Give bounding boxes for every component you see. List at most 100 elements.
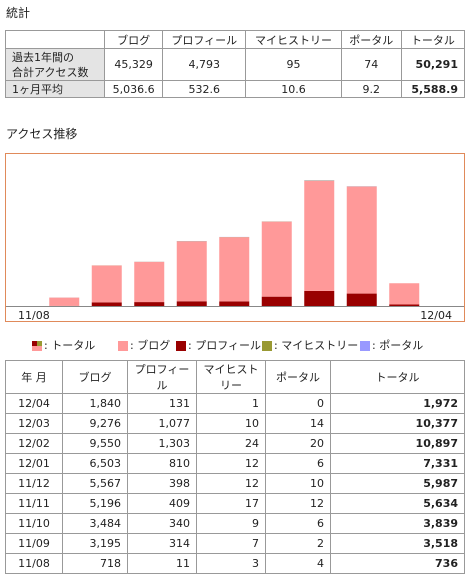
header-cell: ポータル bbox=[266, 361, 331, 394]
cell: 10 bbox=[197, 414, 266, 434]
cell: 314 bbox=[128, 534, 197, 554]
cell: 9 bbox=[197, 514, 266, 534]
bar-segment bbox=[347, 294, 377, 306]
legend-label: : マイヒストリー bbox=[274, 339, 358, 352]
row-label: 過去1年間の 合計アクセス数 bbox=[6, 49, 105, 81]
cell: 5,036.6 bbox=[105, 81, 163, 98]
cell: 1,972 bbox=[331, 394, 465, 414]
cell: 14 bbox=[266, 414, 331, 434]
cell: 20 bbox=[266, 434, 331, 454]
bar-segment bbox=[262, 222, 292, 297]
header-cell: トータル bbox=[331, 361, 465, 394]
cell: 24 bbox=[197, 434, 266, 454]
legend-swatch bbox=[32, 346, 42, 351]
bar-segment bbox=[92, 302, 122, 306]
cell: 12 bbox=[197, 454, 266, 474]
bar-segment bbox=[219, 237, 249, 301]
cell: 11/09 bbox=[6, 534, 63, 554]
cell: 12/01 bbox=[6, 454, 63, 474]
cell: 3 bbox=[197, 554, 266, 574]
header-row: ブログプロフィールマイヒストリーポータルトータル bbox=[6, 31, 465, 49]
cell: 10.6 bbox=[246, 81, 341, 98]
bar-segment bbox=[219, 301, 249, 306]
cell: 10,377 bbox=[331, 414, 465, 434]
bar-segment bbox=[262, 297, 292, 306]
legend-swatch bbox=[118, 341, 128, 351]
cell: 5,588.9 bbox=[401, 81, 464, 98]
cell: 1 bbox=[197, 394, 266, 414]
x-tick-label: 11/08 bbox=[18, 309, 50, 322]
cell: 4 bbox=[266, 554, 331, 574]
header-cell: 年 月 bbox=[6, 361, 63, 394]
cell: 5,634 bbox=[331, 494, 465, 514]
header-cell: プロフィール bbox=[128, 361, 197, 394]
bar-segment bbox=[389, 283, 419, 304]
bar-segment bbox=[134, 262, 164, 302]
header-cell: プロフィール bbox=[163, 31, 246, 49]
x-tick-label: 12/04 bbox=[420, 309, 452, 322]
cell: 12/04 bbox=[6, 394, 63, 414]
cell: 6 bbox=[266, 514, 331, 534]
corner-cell bbox=[6, 31, 105, 49]
cell: 11/08 bbox=[6, 554, 63, 574]
cell: 9,276 bbox=[63, 414, 128, 434]
cell: 0 bbox=[266, 394, 331, 414]
cell: 11 bbox=[128, 554, 197, 574]
header-row: 年 月ブログプロフィールマイヒストリーポータルトータル bbox=[6, 361, 465, 394]
cell: 11/10 bbox=[6, 514, 63, 534]
legend-label: : トータル bbox=[44, 339, 95, 352]
legend-swatch bbox=[262, 341, 272, 351]
cell: 736 bbox=[331, 554, 465, 574]
cell: 5,567 bbox=[63, 474, 128, 494]
cell: 12 bbox=[266, 494, 331, 514]
cell: 74 bbox=[341, 49, 401, 81]
header-cell: トータル bbox=[401, 31, 464, 49]
cell: 5,196 bbox=[63, 494, 128, 514]
chart: 11/08 12/04 : トータル : ブログ : プロフィール : マイヒストリー : … bbox=[0, 150, 470, 358]
cell: 3,839 bbox=[331, 514, 465, 534]
header-cell: ポータル bbox=[341, 31, 401, 49]
cell: 131 bbox=[128, 394, 197, 414]
cell: 1,077 bbox=[128, 414, 197, 434]
bar-segment bbox=[304, 181, 334, 291]
cell: 4,793 bbox=[163, 49, 246, 81]
cell: 1,840 bbox=[63, 394, 128, 414]
cell: 9.2 bbox=[341, 81, 401, 98]
cell: 3,518 bbox=[331, 534, 465, 554]
cell: 50,291 bbox=[401, 49, 464, 81]
header-cell: マイヒストリー bbox=[197, 361, 266, 394]
legend-label: : ブログ bbox=[130, 338, 170, 352]
cell: 6 bbox=[266, 454, 331, 474]
cell: 45,329 bbox=[105, 49, 163, 81]
cell: 11/12 bbox=[6, 474, 63, 494]
cell: 10,897 bbox=[331, 434, 465, 454]
bar-segment bbox=[49, 298, 79, 306]
bar-segment bbox=[389, 304, 419, 306]
cell: 718 bbox=[63, 554, 128, 574]
bar-segment bbox=[134, 302, 164, 306]
header-cell: マイヒストリー bbox=[246, 31, 341, 49]
cell: 5,987 bbox=[331, 474, 465, 494]
header-cell: ブログ bbox=[105, 31, 163, 49]
cell: 3,484 bbox=[63, 514, 128, 534]
header-cell: ブログ bbox=[63, 361, 128, 394]
cell: 6,503 bbox=[63, 454, 128, 474]
bar-segment bbox=[92, 266, 122, 303]
bar-segment bbox=[177, 241, 207, 301]
legend-label: : ポータル bbox=[372, 339, 423, 352]
row-label: 1ヶ月平均 bbox=[6, 81, 105, 98]
chart-heading: アクセス推移 bbox=[6, 125, 77, 142]
bar-segment bbox=[347, 187, 377, 294]
legend-swatch bbox=[360, 341, 370, 351]
legend-label: : プロフィール bbox=[188, 339, 261, 352]
